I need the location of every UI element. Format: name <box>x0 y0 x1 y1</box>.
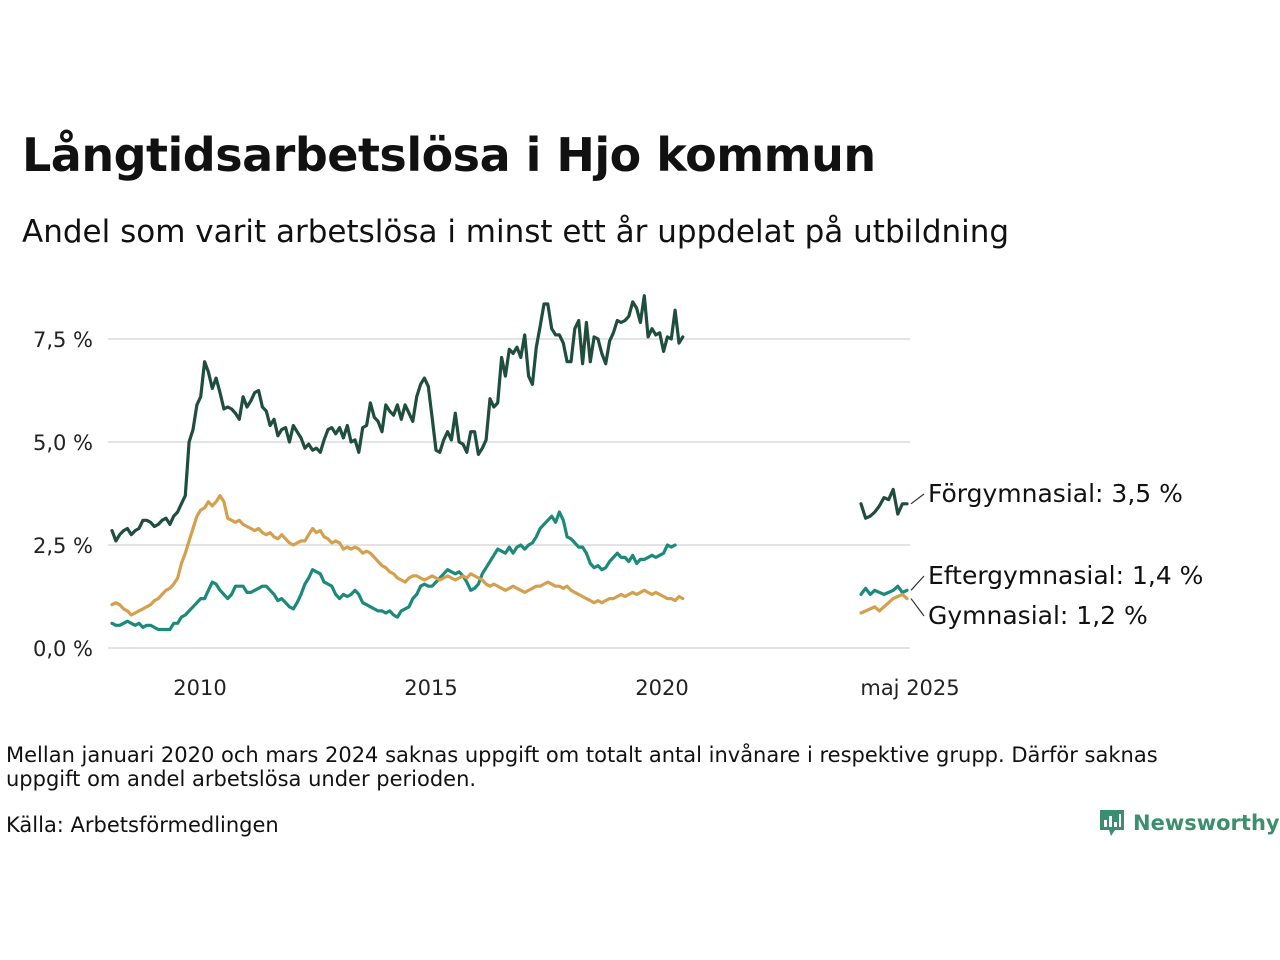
x-axis-ticks: 2010 2015 2020 maj 2025 <box>173 676 959 700</box>
y-tick-label: 0,0 % <box>33 637 93 661</box>
x-tick-label: 2015 <box>404 676 457 700</box>
series-end-label: Förgymnasial: 3,5 % <box>928 479 1183 508</box>
label-connector <box>910 493 925 505</box>
series-line-gymnasial <box>110 494 685 617</box>
label-connector <box>910 598 925 617</box>
source-text: Källa: Arbetsförmedlingen <box>6 813 279 837</box>
series-tail-eftergymnasial <box>859 584 909 596</box>
y-tick-label: 2,5 % <box>33 534 93 558</box>
y-axis-ticks: 0,0 % 2,5 % 5,0 % 7,5 % <box>33 328 93 661</box>
label-connector <box>910 575 925 591</box>
y-tick-label: 5,0 % <box>33 431 93 455</box>
series-tail-gymnasial <box>859 592 909 615</box>
series-lines <box>110 294 909 632</box>
series-end-label: Gymnasial: 1,2 % <box>928 601 1148 630</box>
footnote: Mellan januari 2020 och mars 2024 saknas… <box>6 743 1158 791</box>
end-labels: Förgymnasial: 3,5 % Eftergymnasial: 1,4 %… <box>910 479 1203 630</box>
series-line-förgymnasial <box>110 294 685 543</box>
x-tick-label: 2010 <box>173 676 226 700</box>
chart-title: Långtidsarbetslösa i Hjo kommun <box>22 128 876 182</box>
x-tick-label: 2020 <box>635 676 688 700</box>
series-end-label: Eftergymnasial: 1,4 % <box>928 561 1203 590</box>
series-tail-förgymnasial <box>859 487 909 520</box>
brand-logo: Newsworthy <box>1098 808 1280 838</box>
x-tick-label: maj 2025 <box>860 676 959 700</box>
bar-chart-logo-icon <box>1100 810 1124 836</box>
y-tick-label: 7,5 % <box>33 328 93 352</box>
brand-name: Newsworthy <box>1133 811 1280 835</box>
gridlines <box>108 338 910 649</box>
chart-subtitle: Andel som varit arbetslösa i minst ett å… <box>22 214 1010 250</box>
line-chart: 0,0 % 2,5 % 5,0 % 7,5 % 2010 2015 2020 maj 202… <box>33 294 1203 700</box>
series-line-eftergymnasial <box>110 510 677 632</box>
